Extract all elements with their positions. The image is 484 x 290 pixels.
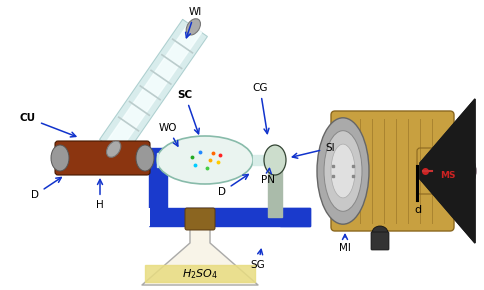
Text: H: H	[96, 180, 104, 210]
Polygon shape	[194, 210, 206, 217]
Polygon shape	[268, 167, 282, 217]
Ellipse shape	[264, 145, 286, 175]
Ellipse shape	[317, 118, 369, 224]
Ellipse shape	[464, 158, 476, 184]
FancyBboxPatch shape	[185, 208, 215, 230]
FancyBboxPatch shape	[371, 232, 389, 250]
Ellipse shape	[106, 141, 121, 157]
Polygon shape	[253, 155, 275, 165]
Text: MI: MI	[339, 235, 351, 253]
Polygon shape	[420, 99, 475, 243]
Ellipse shape	[51, 145, 69, 171]
Polygon shape	[149, 208, 310, 226]
Text: SC: SC	[178, 90, 199, 134]
Polygon shape	[420, 99, 475, 243]
Text: d: d	[414, 205, 421, 215]
Polygon shape	[149, 148, 167, 222]
Text: SI: SI	[292, 143, 335, 158]
FancyBboxPatch shape	[417, 148, 473, 194]
Polygon shape	[142, 228, 258, 285]
Ellipse shape	[186, 19, 200, 35]
Text: CG: CG	[252, 83, 269, 134]
FancyBboxPatch shape	[55, 141, 150, 175]
Text: H$_2$SO$_4$: H$_2$SO$_4$	[182, 267, 218, 281]
Polygon shape	[149, 208, 167, 222]
Polygon shape	[280, 208, 310, 226]
Ellipse shape	[136, 145, 154, 171]
Ellipse shape	[157, 136, 253, 184]
Text: MS: MS	[440, 171, 456, 180]
Polygon shape	[157, 153, 158, 167]
Text: D: D	[218, 175, 248, 197]
Text: WI: WI	[186, 7, 202, 38]
Polygon shape	[100, 19, 207, 157]
Polygon shape	[106, 23, 201, 153]
Text: SG: SG	[251, 249, 265, 270]
Polygon shape	[131, 208, 149, 226]
Text: PN: PN	[261, 168, 275, 185]
Ellipse shape	[372, 226, 388, 240]
Polygon shape	[145, 265, 255, 282]
Text: WO: WO	[159, 123, 178, 146]
FancyBboxPatch shape	[331, 111, 454, 231]
Text: D: D	[31, 177, 61, 200]
Ellipse shape	[324, 131, 362, 211]
Polygon shape	[415, 160, 476, 182]
Text: CU: CU	[20, 113, 76, 137]
Ellipse shape	[331, 144, 355, 198]
